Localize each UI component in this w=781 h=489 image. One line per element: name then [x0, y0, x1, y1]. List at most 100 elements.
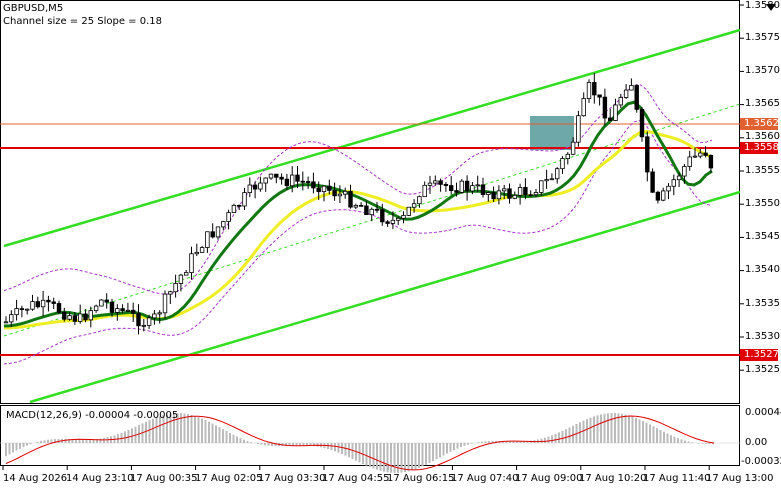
macd-bar — [708, 443, 711, 445]
time-label: 17 Aug 09:00 — [515, 473, 583, 484]
macd-bar — [610, 413, 613, 443]
bull-candle — [14, 308, 19, 316]
bear-candle — [507, 188, 512, 199]
bear-candle — [35, 301, 40, 308]
bull-candle — [178, 274, 184, 284]
bear-candle — [364, 205, 369, 216]
macd-bar — [194, 415, 196, 443]
bear-candle — [120, 308, 125, 312]
bull-candle — [533, 192, 539, 196]
price-tag-current: 1.3558 — [740, 142, 779, 154]
time-label: 17 Aug 03:30 — [258, 473, 326, 484]
bear-candle — [327, 185, 332, 191]
bear-candle — [51, 301, 56, 304]
bear-candle — [358, 204, 364, 207]
macd-bar — [162, 415, 165, 443]
macd-bar — [120, 432, 123, 443]
macd-bar — [267, 443, 270, 446]
macd-bar — [603, 413, 606, 443]
bear-candle — [295, 174, 300, 182]
bear-candle — [83, 313, 88, 321]
macd-bar — [453, 443, 455, 451]
bull-candle — [406, 206, 411, 216]
bear-candle — [608, 117, 613, 121]
price-label: 1.3565 — [745, 98, 780, 109]
bear-candle — [236, 204, 242, 207]
dropdown-triangle-icon[interactable] — [766, 4, 776, 11]
macd-bar — [519, 441, 522, 443]
macd-bar — [166, 414, 168, 443]
macd-bar — [691, 442, 693, 443]
bull-candle — [422, 184, 427, 198]
macd-bar — [201, 418, 203, 443]
bull-candle — [115, 308, 120, 313]
macd-bar — [309, 443, 312, 446]
bull-candle — [40, 299, 46, 308]
macd-bar — [43, 440, 46, 443]
price-label: 1.3535 — [745, 298, 780, 309]
macd-bar — [491, 440, 494, 443]
macd-bar — [502, 441, 504, 443]
macd-bar — [190, 414, 193, 443]
macd-bar — [593, 416, 595, 443]
macd-bar — [663, 431, 665, 443]
macd-label: MACD(12,26,9) -0.00004 -0.00005 — [6, 410, 179, 421]
price-label: 1.3525 — [745, 364, 780, 375]
time-label: 17 Aug 13:00 — [706, 473, 774, 484]
macd-bar — [306, 443, 308, 446]
macd-bar — [169, 413, 172, 443]
macd-bar — [404, 443, 406, 473]
macd-bar — [589, 417, 592, 443]
bull-candle — [671, 179, 676, 187]
bull-candle — [242, 192, 247, 207]
bull-candle — [401, 214, 406, 219]
price-tag-upper: 1.3562 — [740, 118, 779, 130]
macd-bar — [348, 443, 350, 458]
macd-bar — [257, 443, 259, 445]
bear-candle — [385, 221, 390, 224]
macd-bar — [145, 421, 147, 443]
channel-upper-line[interactable] — [3, 28, 741, 248]
channel-lower-line[interactable] — [29, 190, 741, 404]
macd-bar — [236, 436, 238, 443]
macd-bar — [421, 443, 424, 467]
bear-candle — [279, 176, 284, 180]
bull-candle — [565, 153, 570, 159]
bear-candle — [438, 180, 443, 185]
macd-bar — [54, 439, 56, 443]
macd-bar — [362, 443, 364, 464]
macd-bar — [572, 425, 574, 443]
bear-candle — [523, 187, 528, 196]
bull-candle — [581, 98, 586, 117]
macd-bar — [85, 439, 88, 443]
bull-candle — [247, 184, 252, 194]
bear-candle — [348, 190, 353, 208]
macd-bar — [299, 443, 301, 446]
symbol-label: GBPUSD,M5 — [3, 3, 64, 14]
bull-candle — [629, 85, 634, 91]
bear-candle — [528, 194, 533, 197]
macd-bar — [243, 439, 245, 443]
bull-candle — [231, 204, 237, 214]
bear-candle — [130, 309, 136, 314]
macd-bar — [180, 413, 182, 443]
bull-candle — [199, 247, 205, 253]
macd-scale-label: 0.00044 — [745, 407, 781, 418]
macd-bar — [596, 415, 599, 443]
bear-candle — [380, 209, 385, 223]
macd-bar — [68, 439, 70, 443]
macd-bar — [558, 432, 560, 443]
macd-bar — [638, 419, 641, 443]
bull-candle — [152, 313, 157, 319]
macd-bar — [229, 432, 231, 443]
macd-bar — [222, 429, 224, 443]
bear-candle — [62, 311, 67, 320]
macd-bar — [187, 414, 189, 443]
bear-candle — [332, 190, 337, 197]
bear-candle — [136, 312, 141, 327]
bull-candle — [661, 190, 666, 201]
macd-bar — [516, 441, 518, 443]
macd-bar — [295, 443, 298, 446]
macd-bar — [390, 443, 392, 473]
